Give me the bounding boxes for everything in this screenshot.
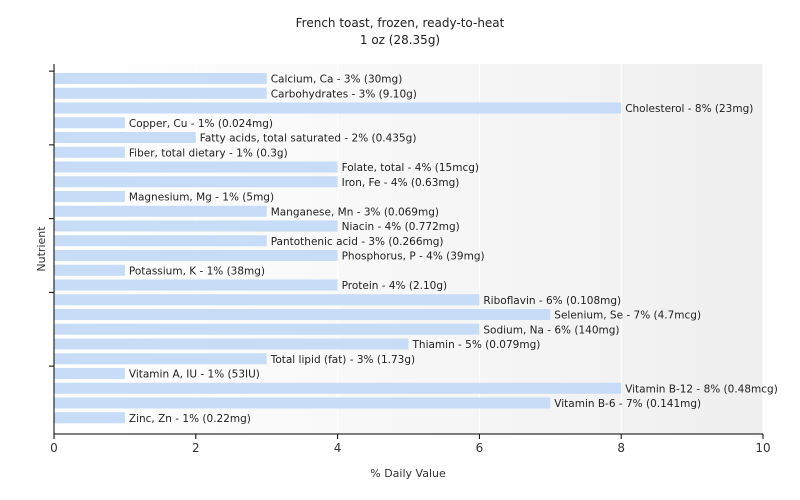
bar-13 xyxy=(54,264,125,276)
bar-15 xyxy=(54,294,480,306)
x-tick-label-4: 8 xyxy=(617,441,625,455)
bar-label-0: Calcium, Ca - 3% (30mg) xyxy=(271,74,403,86)
bar-label-15: Riboflavin - 6% (0.108mg) xyxy=(483,295,621,307)
bar-0 xyxy=(54,73,267,84)
bar-label-9: Manganese, Mn - 3% (0.069mg) xyxy=(271,206,439,218)
bar-12 xyxy=(54,250,338,261)
x-tick-label-0: 0 xyxy=(50,441,58,455)
bar-20 xyxy=(54,368,125,379)
bar-18 xyxy=(54,338,409,350)
chart-subtitle: 1 oz (28.35g) xyxy=(360,33,440,47)
x-tick-label-1: 2 xyxy=(192,441,200,455)
bar-8 xyxy=(54,191,125,202)
bar-label-23: Zinc, Zn - 1% (0.22mg) xyxy=(129,413,251,425)
bar-label-5: Fiber, total dietary - 1% (0.3g) xyxy=(129,147,288,159)
bar-label-4: Fatty acids, total saturated - 2% (0.435… xyxy=(200,133,417,145)
bar-16 xyxy=(54,309,551,320)
x-axis-title: % Daily Value xyxy=(370,467,446,480)
bar-label-8: Magnesium, Mg - 1% (5mg) xyxy=(129,192,274,204)
bar-label-11: Pantothenic acid - 3% (0.266mg) xyxy=(271,236,444,248)
bar-label-14: Protein - 4% (2.10g) xyxy=(342,280,448,292)
bar-5 xyxy=(54,146,125,158)
x-tick-label-2: 4 xyxy=(334,441,342,455)
bar-7 xyxy=(54,176,338,188)
bar-label-21: Vitamin B-12 - 8% (0.48mcg) xyxy=(625,383,778,395)
bar-22 xyxy=(54,397,551,409)
bar-label-16: Selenium, Se - 7% (4.7mcg) xyxy=(554,310,701,322)
bar-label-6: Folate, total - 4% (15mcg) xyxy=(342,162,479,174)
bar-9 xyxy=(54,205,267,217)
bar-11 xyxy=(54,235,267,247)
bar-4 xyxy=(54,132,196,143)
x-tick-label-5: 10 xyxy=(755,441,770,455)
bar-label-10: Niacin - 4% (0.772mg) xyxy=(342,221,460,233)
bar-label-17: Sodium, Na - 6% (140mg) xyxy=(483,324,619,336)
bar-19 xyxy=(54,353,267,365)
bar-label-13: Potassium, K - 1% (38mg) xyxy=(129,265,265,277)
bar-6 xyxy=(54,161,338,173)
bar-14 xyxy=(54,279,338,291)
plot-area xyxy=(54,64,763,434)
x-tick-label-3: 6 xyxy=(476,441,484,455)
bar-1 xyxy=(54,87,267,99)
bar-label-19: Total lipid (fat) - 3% (1.73g) xyxy=(270,354,415,366)
y-axis-title: Nutrient xyxy=(35,226,48,272)
bar-2 xyxy=(54,102,622,114)
chart-title: French toast, frozen, ready-to-heat xyxy=(296,16,505,30)
bar-23 xyxy=(54,412,125,424)
bar-label-20: Vitamin A, IU - 1% (53IU) xyxy=(129,369,260,381)
bar-10 xyxy=(54,220,338,232)
bar-label-3: Copper, Cu - 1% (0.024mg) xyxy=(129,118,273,130)
bar-21 xyxy=(54,382,622,394)
bar-label-18: Thiamin - 5% (0.079mg) xyxy=(412,339,541,351)
bar-3 xyxy=(54,117,125,129)
bar-label-2: Cholesterol - 8% (23mg) xyxy=(625,103,753,115)
bar-17 xyxy=(54,323,480,335)
bar-label-7: Iron, Fe - 4% (0.63mg) xyxy=(342,177,460,189)
bar-label-1: Carbohydrates - 3% (9.10g) xyxy=(271,88,417,100)
bar-label-12: Phosphorus, P - 4% (39mg) xyxy=(342,251,485,263)
bar-label-22: Vitamin B-6 - 7% (0.141mg) xyxy=(554,398,701,410)
